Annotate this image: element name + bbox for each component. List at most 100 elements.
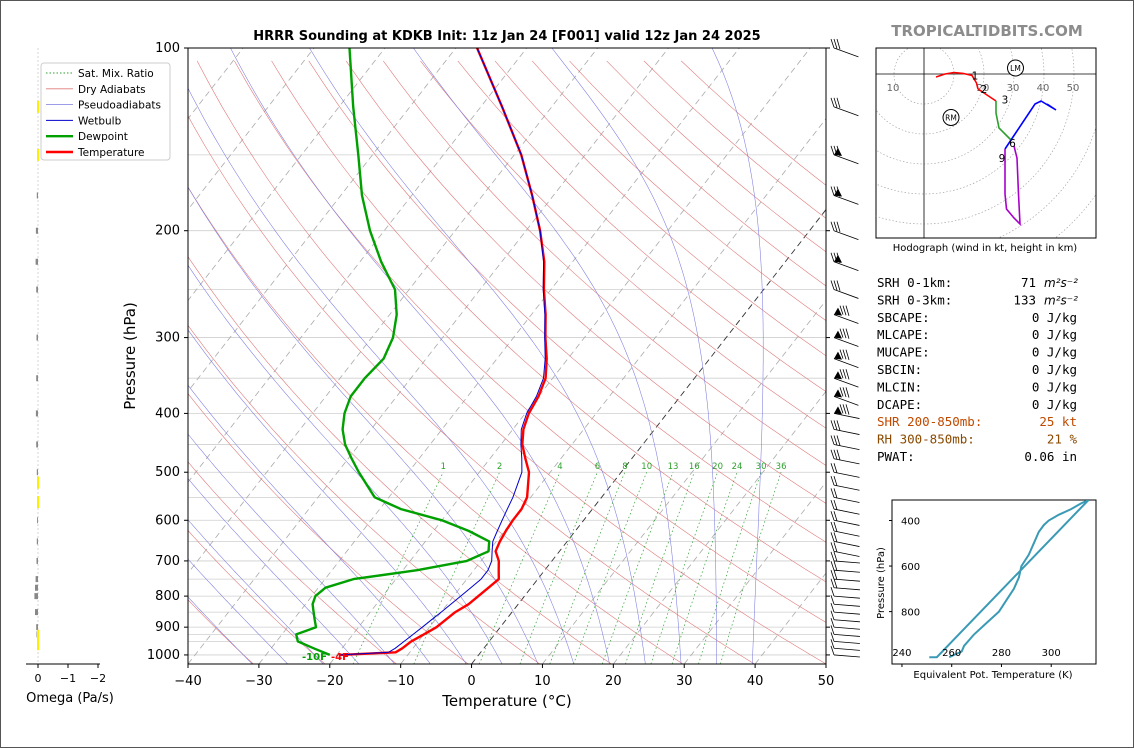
- wind-barb-feather: [833, 449, 838, 460]
- surface-dewpoint-label: -10F: [302, 652, 327, 663]
- y-axis-label: Pressure (hPa): [121, 302, 139, 410]
- x-tick-label: 30: [676, 674, 693, 689]
- wind-barb-feather: [830, 145, 835, 156]
- mixing-ratio-line: [625, 472, 695, 664]
- isotherm-line: [188, 48, 598, 574]
- wind-barb-feather: [833, 532, 838, 543]
- dry-adiabat: [188, 186, 684, 664]
- wind-barb-staff: [833, 106, 859, 117]
- hodograph-storm-motion-marker: [942, 109, 960, 126]
- mixing-ratio-label: 6: [595, 462, 600, 472]
- wind-barb-feather: [830, 542, 835, 552]
- isotherm-line: [188, 48, 669, 664]
- theta-e-y-tick-label: 400: [901, 517, 920, 528]
- y-tick-label: 300: [155, 331, 180, 346]
- y-tick-label: 600: [155, 513, 180, 528]
- isotherm-line: [683, 481, 826, 664]
- pseudoadiabat: [188, 596, 253, 664]
- stat-value: 21 %: [1047, 432, 1078, 447]
- stat-label: SRH 0-3km:: [877, 292, 952, 307]
- dry-adiabat: [457, 60, 826, 393]
- stat-label: MLCAPE:: [877, 327, 930, 342]
- isotherm-line: [188, 48, 386, 302]
- wind-barb-staff: [833, 396, 859, 406]
- mixing-ratio-label: 4: [557, 462, 562, 472]
- stat-value: 0 J/kg: [1032, 310, 1077, 325]
- pseudoadiabat: [551, 48, 717, 664]
- wind-barb-flag: [834, 389, 842, 398]
- stat-value: 0 J/kg: [1032, 379, 1077, 394]
- mixing-ratio-label: 30: [756, 462, 767, 472]
- wind-barb-staff: [833, 569, 860, 573]
- x-tick-label: 0: [467, 674, 475, 689]
- wind-barb-feather: [833, 463, 838, 473]
- wind-barb-staff: [833, 471, 860, 478]
- wind-barb-flag: [834, 406, 842, 415]
- wind-barb-staff: [833, 195, 859, 205]
- wind-barb-feather: [833, 435, 838, 446]
- omega-bar: [35, 584, 38, 591]
- wind-barb-staff: [833, 444, 860, 451]
- isotherm-line: [188, 48, 457, 393]
- theta-e-panel: 240 260 280 300 400 600 800: [889, 499, 1097, 667]
- wind-barb-staff: [833, 626, 860, 630]
- hodograph-marker-label: LM: [1010, 64, 1021, 73]
- wind-barb-feather: [836, 145, 841, 157]
- wind-barb-feather: [833, 499, 838, 510]
- omega-bar-upward: [37, 496, 39, 509]
- x-axis-label: Temperature (°C): [441, 692, 571, 710]
- pseudoadiabat: [188, 558, 289, 664]
- mixing-ratio-line: [352, 472, 444, 664]
- mixing-ratio-label: 1: [441, 462, 446, 472]
- wind-barb-feather: [845, 328, 850, 339]
- wind-barb-feather: [830, 463, 835, 473]
- isotherm-line: [188, 48, 528, 483]
- omega-bar-upward: [37, 629, 39, 642]
- omega-bar: [36, 334, 38, 341]
- wind-barb-staff: [833, 484, 860, 491]
- wind-barb-feather: [836, 280, 841, 291]
- omega-bar: [35, 576, 38, 583]
- wind-barb-staff: [833, 519, 860, 526]
- theta-e-y-tick-label: 800: [901, 608, 920, 619]
- wind-barb-feather: [839, 387, 844, 397]
- mixing-ratio-label: 16: [689, 462, 700, 472]
- omega-bar-upward: [37, 638, 39, 651]
- omega-bar: [36, 286, 38, 293]
- hodograph-storm-motion-marker: [1007, 59, 1024, 77]
- stat-label: SRH 0-1km:: [877, 275, 952, 290]
- wind-barb-feather: [833, 578, 838, 589]
- wind-barb-staff: [833, 413, 860, 419]
- wind-barb-feather: [842, 387, 847, 398]
- wind-barb-feather: [830, 521, 835, 532]
- wind-barb-feather: [836, 435, 841, 446]
- wind-barb-feather: [836, 420, 841, 431]
- wind-barb-feather: [839, 369, 844, 379]
- wind-barb-feather: [845, 349, 850, 360]
- stat-value: 0.06 in: [1024, 449, 1077, 464]
- chart-title: HRRR Sounding at KDKB Init: 11z Jan 24 […: [253, 29, 760, 44]
- wind-barb-feather: [842, 404, 847, 415]
- wind-barb-feather: [836, 449, 841, 461]
- wind-barb-feather: [833, 521, 838, 532]
- hodograph-trace: [977, 88, 997, 102]
- wind-barb-feather: [833, 561, 838, 571]
- omega-bar: [36, 538, 38, 545]
- legend-label: Wetbulb: [78, 115, 122, 127]
- wind-barb-flag: [834, 307, 842, 316]
- wind-barb-staff: [833, 550, 860, 557]
- theta-e-x-tick-label: 300: [1042, 648, 1061, 659]
- wind-barb-staff: [833, 508, 860, 515]
- wind-barb-feather: [830, 610, 835, 620]
- x-tick-label: 10: [534, 674, 551, 689]
- dry-adiabat: [188, 530, 326, 664]
- omega-bar: [34, 593, 38, 600]
- stat-value: 0 J/kg: [1032, 327, 1077, 342]
- wind-barb-feather: [830, 645, 835, 656]
- dry-adiabat: [188, 461, 397, 664]
- stat-value: 25 kt: [1039, 414, 1077, 429]
- wind-barb-feather: [839, 404, 844, 414]
- wind-barb-feather: [830, 435, 835, 445]
- stat-label: PWAT:: [877, 449, 915, 464]
- wind-barb-feather: [833, 511, 838, 522]
